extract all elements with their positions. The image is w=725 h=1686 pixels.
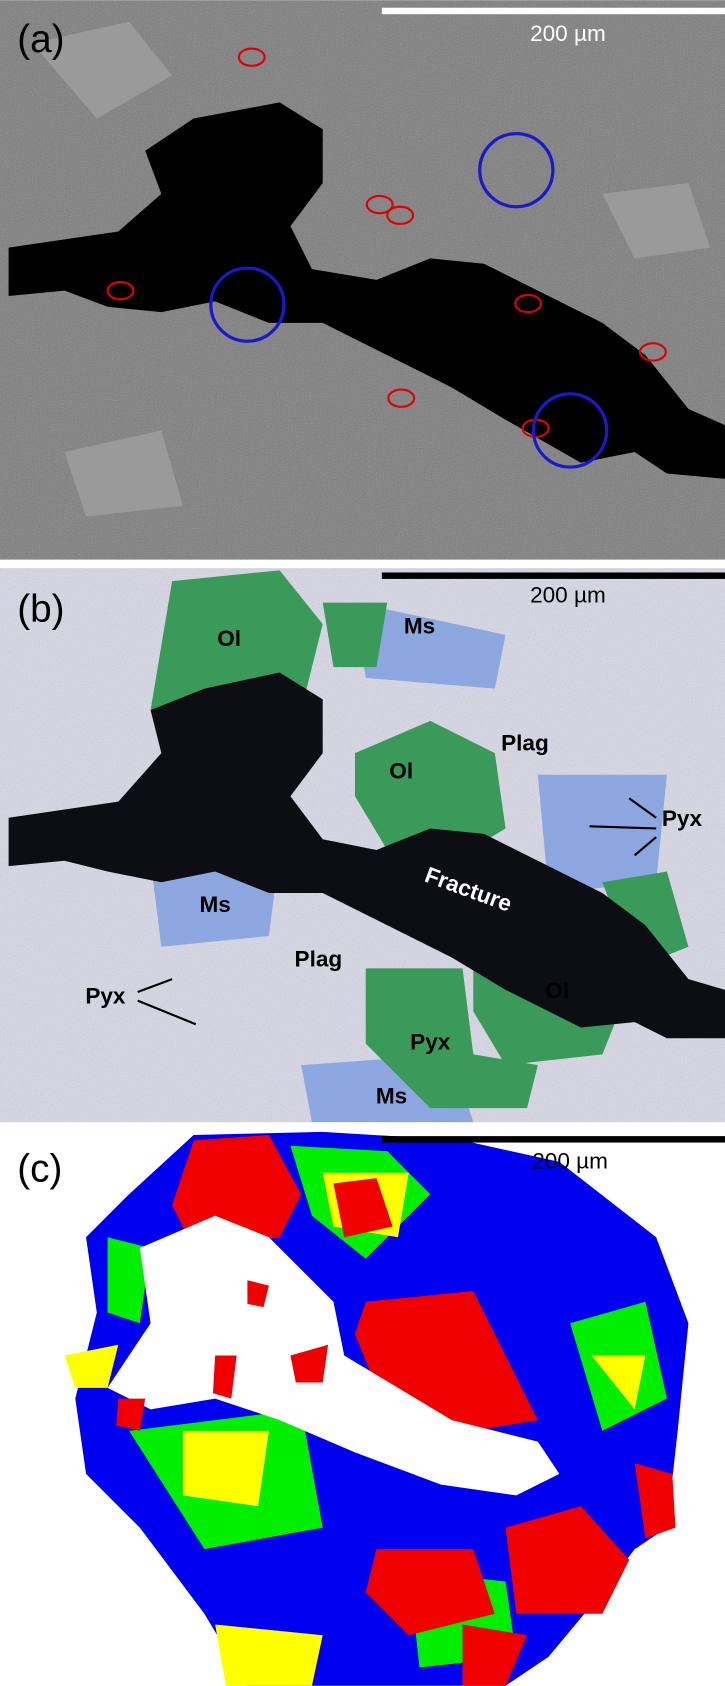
shape bbox=[323, 603, 388, 668]
scale-label: 200 µm bbox=[530, 21, 606, 46]
mineral-label: Ms bbox=[376, 1083, 407, 1108]
panel-a: 200 µm (a) bbox=[0, 0, 725, 559]
shape bbox=[215, 1624, 323, 1685]
panel-label: (a) bbox=[17, 18, 64, 61]
mineral-label: Ms bbox=[404, 613, 435, 638]
page: {"panels": [ {"label": "(a)", "scale_bar… bbox=[0, 0, 725, 1686]
scale-label: 200 µm bbox=[532, 1148, 608, 1173]
figure: 200 µm (a) 200 µm (b) bbox=[0, 0, 725, 1686]
scale-bar bbox=[382, 572, 725, 578]
mineral-label: Ms bbox=[199, 892, 230, 917]
mineral-label: Pyx bbox=[662, 806, 703, 831]
scale-bar bbox=[382, 1136, 725, 1142]
mineral-label: Ol bbox=[389, 759, 413, 784]
shape bbox=[183, 1431, 269, 1506]
panel-b: 200 µm (b) Ol Ms Plag Ol Pyx Fracture Ms… bbox=[0, 568, 725, 1122]
mineral-label: Pyx bbox=[410, 1030, 451, 1055]
panel-label: (b) bbox=[17, 588, 64, 631]
mineral-label: Plag bbox=[295, 947, 343, 972]
mineral-label: Ol bbox=[545, 978, 569, 1003]
mineral-label: Ol bbox=[217, 626, 241, 651]
mineral-label: Pyx bbox=[85, 983, 126, 1008]
scale-bar bbox=[382, 8, 725, 14]
panel-c: 200 µm (c) bbox=[0, 1130, 725, 1686]
mineral-label: Plag bbox=[501, 731, 549, 756]
panel-label: (c) bbox=[17, 1147, 62, 1190]
scale-label: 200 µm bbox=[530, 583, 606, 608]
